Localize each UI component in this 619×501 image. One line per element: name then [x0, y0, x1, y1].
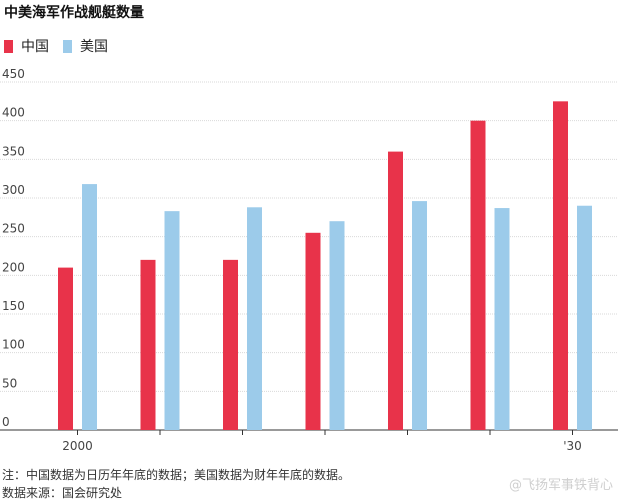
y-tick-label: 150: [2, 299, 25, 313]
legend-label-china: 中国: [21, 39, 49, 55]
bar-usa: [412, 201, 427, 430]
legend-item-china: 中国: [4, 36, 49, 56]
bar-china: [388, 151, 403, 430]
y-tick-label: 450: [2, 67, 25, 81]
bar-usa: [329, 221, 345, 430]
footnote: 注：中国数据为日历年年底的数据；美国数据为财年年底的数据。: [2, 468, 351, 482]
y-tick-label: 50: [2, 376, 17, 390]
y-tick-label: 250: [2, 222, 25, 236]
bar-china: [305, 232, 321, 430]
y-tick-label: 300: [2, 183, 25, 197]
y-tick-label: 350: [2, 144, 25, 158]
source-note: 数据来源：国会研究处: [2, 486, 123, 500]
y-tick-label: 0: [2, 415, 10, 429]
bar-china: [58, 267, 73, 430]
legend-swatch-china: [4, 39, 13, 53]
chart-title: 中美海军作战舰艇数量: [4, 5, 144, 21]
y-tick-label: 100: [2, 338, 25, 352]
y-tick-label: 200: [2, 260, 25, 274]
legend-label-usa: 美国: [80, 39, 108, 55]
x-tick-label: 2000: [62, 439, 93, 453]
x-tick-label: '30: [563, 439, 582, 453]
bar-china: [140, 259, 156, 430]
bar-usa: [247, 207, 262, 430]
bar-usa: [577, 205, 592, 430]
bar-usa: [164, 211, 180, 430]
legend: 中国 美国: [4, 36, 122, 56]
bar-china: [223, 259, 238, 430]
bar-usa: [82, 184, 97, 430]
y-tick-label: 400: [2, 106, 25, 120]
watermark: @飞扬军事铁背心: [508, 478, 613, 493]
bar-chart: 0 50 100 150 200 250 300 350 400 450 2000 '30: [0, 67, 618, 453]
bar-china: [470, 120, 486, 430]
bar-usa: [494, 208, 510, 430]
legend-swatch-usa: [63, 39, 72, 53]
legend-item-usa: 美国: [63, 36, 108, 56]
bar-china: [553, 101, 568, 431]
